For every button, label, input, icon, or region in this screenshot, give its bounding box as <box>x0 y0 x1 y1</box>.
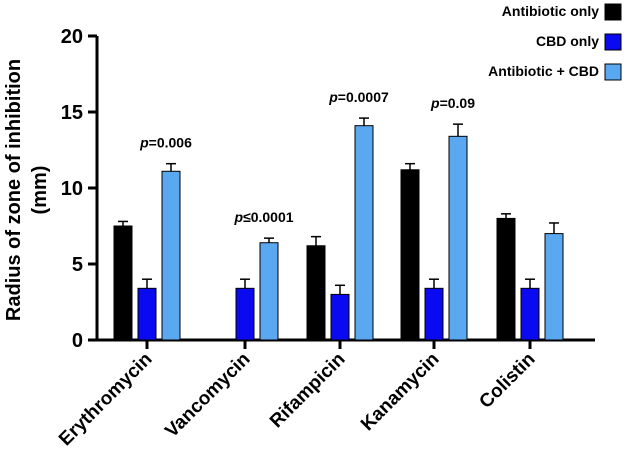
bar-antibiotic-only-erythromycin <box>113 225 133 341</box>
y-tick-label: 10 <box>61 178 83 200</box>
legend-swatch <box>604 33 622 51</box>
bar-antibiotic-cbd-rifampicin <box>354 125 374 341</box>
legend-label: Antibiotic + CBD <box>488 63 599 79</box>
p-value-annotation: p≤0.0001 <box>233 209 293 225</box>
bar-antibiotic-cbd-kanamycin <box>448 135 468 341</box>
bars <box>113 117 564 341</box>
p-value-annotation: p=0.006 <box>139 135 192 151</box>
bar-antibiotic-cbd-erythromycin <box>161 170 181 341</box>
bar-cbd-only-vancomycin <box>235 287 255 341</box>
y-tick-label: 20 <box>61 26 83 48</box>
bar-cbd-only-rifampicin <box>330 293 350 341</box>
bar-antibiotic-cbd-colistin <box>544 233 564 341</box>
bar-antibiotic-only-colistin <box>496 217 516 341</box>
bar-cbd-only-erythromycin <box>137 287 157 341</box>
bar-antibiotic-cbd-vancomycin <box>259 242 279 341</box>
legend-swatch <box>604 3 622 21</box>
legend-label: Antibiotic only <box>502 3 599 19</box>
annotations: p=0.006 p≤0.0001 p=0.0007 p=0.09 <box>139 89 475 225</box>
x-tick-label: Erythromycin <box>55 349 156 450</box>
y-tick-label: 15 <box>61 102 83 124</box>
legend: Antibiotic only CBD only Antibiotic + CBD <box>488 3 622 81</box>
bar-cbd-only-kanamycin <box>424 287 444 341</box>
y-tick-label: 0 <box>72 330 83 352</box>
p-value-annotation: p=0.0007 <box>328 89 389 105</box>
y-axis-title: Radius of zone of inhibition (mm) <box>3 59 51 321</box>
bar-antibiotic-only-kanamycin <box>400 169 420 341</box>
x-tick-label: Vancomycin <box>161 349 254 442</box>
p-value-annotation: p=0.09 <box>430 95 475 111</box>
bar-cbd-only-colistin <box>520 287 540 341</box>
x-tick-label: Rifampicin <box>266 349 350 433</box>
legend-swatch <box>604 63 622 81</box>
bar-antibiotic-only-rifampicin <box>306 245 326 341</box>
y-axis-title-line2: (mm) <box>29 166 51 215</box>
y-axis-title-line1: Radius of zone of inhibition <box>3 59 25 321</box>
legend-label: CBD only <box>536 33 599 49</box>
y-tick-label: 5 <box>72 254 83 276</box>
x-tick-label: Kanamycin <box>357 349 444 436</box>
x-tick-label: Colistin <box>475 349 539 413</box>
